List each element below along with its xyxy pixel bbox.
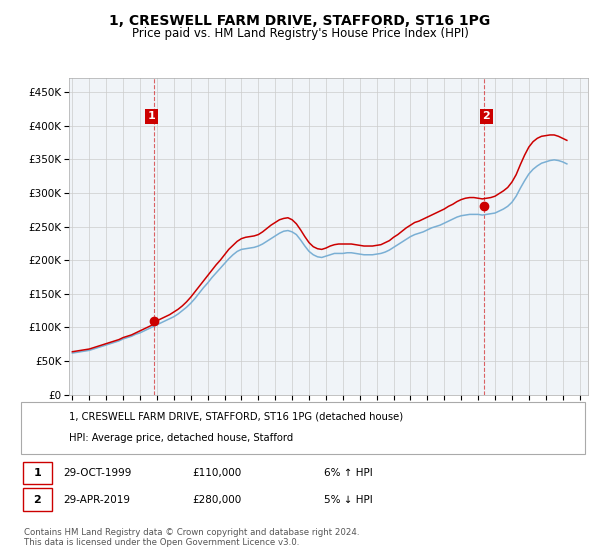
Text: Contains HM Land Registry data © Crown copyright and database right 2024.
This d: Contains HM Land Registry data © Crown c… bbox=[24, 528, 359, 547]
Text: 1, CRESWELL FARM DRIVE, STAFFORD, ST16 1PG: 1, CRESWELL FARM DRIVE, STAFFORD, ST16 1… bbox=[109, 14, 491, 28]
Text: 29-OCT-1999: 29-OCT-1999 bbox=[63, 468, 131, 478]
Text: Price paid vs. HM Land Registry's House Price Index (HPI): Price paid vs. HM Land Registry's House … bbox=[131, 27, 469, 40]
Text: 5% ↓ HPI: 5% ↓ HPI bbox=[324, 494, 373, 505]
Text: HPI: Average price, detached house, Stafford: HPI: Average price, detached house, Staf… bbox=[69, 433, 293, 444]
Text: £280,000: £280,000 bbox=[192, 494, 241, 505]
Text: 6% ↑ HPI: 6% ↑ HPI bbox=[324, 468, 373, 478]
Text: 1: 1 bbox=[34, 468, 41, 478]
Text: 2: 2 bbox=[482, 111, 490, 122]
Text: 29-APR-2019: 29-APR-2019 bbox=[63, 494, 130, 505]
Text: 1, CRESWELL FARM DRIVE, STAFFORD, ST16 1PG (detached house): 1, CRESWELL FARM DRIVE, STAFFORD, ST16 1… bbox=[69, 412, 403, 422]
Text: £110,000: £110,000 bbox=[192, 468, 241, 478]
Text: 2: 2 bbox=[34, 494, 41, 505]
Text: 1: 1 bbox=[148, 111, 155, 122]
